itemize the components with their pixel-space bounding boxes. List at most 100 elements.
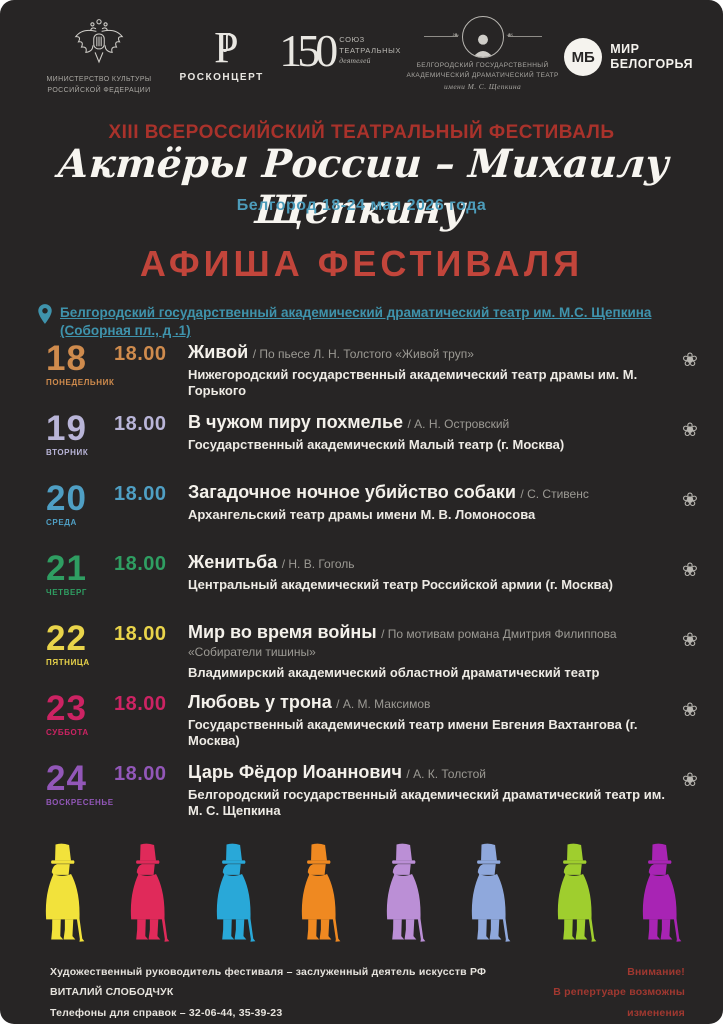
event-time: 18.00: [114, 413, 167, 435]
day-weekday: ПЯТНИЦА: [46, 658, 90, 667]
schedule-row-22: 22 ПЯТНИЦА 18.00 Мир во время войны / По…: [46, 621, 707, 691]
event-author: / С. Стивенс: [520, 487, 589, 501]
schedule-row-20: 20 СРЕДА 18.00 Загадочное ночное убийств…: [46, 481, 707, 551]
top-hat-man-silhouette-icon: [205, 839, 263, 956]
shchepkin-theatre-logo: БЕЛГОРОДСКИЙ ГОСУДАРСТВЕННЫЙ АКАДЕМИЧЕСК…: [404, 16, 562, 92]
event-author: / А. Н. Островский: [407, 417, 510, 431]
event-author: / А. М. Максимов: [336, 697, 431, 711]
event-time: 18.00: [114, 763, 167, 785]
day-weekday: СУББОТА: [46, 728, 89, 737]
event-info: Царь Фёдор Иоаннович / А. К. Толстой Бел…: [178, 761, 673, 820]
rosconcert-glyph-icon: Рʃ: [214, 23, 239, 72]
day-weekday: ВТОРНИК: [46, 448, 89, 457]
schedule-row-24: 24 ВОСКРЕСЕНЬЕ 18.00 Царь Фёдор Иоаннови…: [46, 761, 707, 831]
day-number: 23: [46, 689, 87, 728]
notice-title: Внимание!: [627, 966, 685, 978]
festival-director-line: Художественный руководитель фестиваля – …: [50, 966, 487, 999]
event-author: / Н. В. Гоголь: [281, 557, 355, 571]
shchepkin-portrait-icon: [423, 16, 542, 58]
rose-icon: ❀: [682, 350, 698, 371]
footer-credits: Художественный руководитель фестиваля – …: [50, 962, 523, 1023]
event-title: Женитьба: [188, 552, 278, 572]
event-time: 18.00: [114, 343, 167, 365]
top-hat-man-silhouette-icon: [546, 839, 604, 956]
day-column: 22 ПЯТНИЦА: [46, 621, 104, 667]
top-hat-man-silhouette-icon: [375, 839, 433, 956]
festival-name-title: Актёры России – Михаилу Щепкину: [55, 141, 671, 233]
festival-edition-title: XIII ВСЕРОССИЙСКИЙ ТЕАТРАЛЬНЫЙ ФЕСТИВАЛЬ: [108, 122, 615, 143]
day-column: 19 ВТОРНИК: [46, 411, 104, 457]
top-hat-man-silhouette-icon: [290, 839, 348, 956]
event-title: Живой: [188, 342, 249, 362]
event-info: Любовь у трона / А. М. Максимов Государс…: [178, 691, 673, 750]
event-time: 18.00: [114, 483, 167, 505]
event-info: Женитьба / Н. В. Гоголь Центральный акад…: [178, 551, 673, 593]
footer-notice: Внимание! В репертуаре возможны изменени…: [523, 962, 685, 1023]
rose-icon: ❀: [682, 490, 698, 511]
theatre-union-150-logo: 150 СОЮЗ ТЕАТРАЛЬНЫХ деятелей: [279, 28, 401, 74]
event-theatre: Государственный академический театр имен…: [188, 717, 638, 749]
notice-text: В репертуаре возможны изменения: [553, 986, 685, 1019]
poster-footer: Художественный руководитель фестиваля – …: [50, 962, 685, 1023]
rose-icon: ❀: [682, 420, 698, 441]
shchepkin-theatre-caption: БЕЛГОРОДСКИЙ ГОСУДАРСТВЕННЫЙ АКАДЕМИЧЕСК…: [406, 62, 559, 91]
schedule-row-19: 19 ВТОРНИК 18.00 В чужом пиру похмелье /…: [46, 411, 707, 481]
afisha-section-title: АФИША ФЕСТИВАЛЯ: [139, 243, 584, 284]
rosconcert-caption: РОСКОНЦЕРТ: [179, 72, 264, 83]
schedule-row-18: 18 ПОНЕДЕЛЬНИК 18.00 Живой / По пьесе Л.…: [46, 341, 707, 411]
venue-line: Белгородский государственный академическ…: [38, 304, 693, 340]
event-info: Мир во время войны / По мотивам романа Д…: [178, 621, 673, 681]
day-weekday: СРЕДА: [46, 518, 77, 527]
event-title: Царь Фёдор Иоаннович: [188, 762, 402, 782]
event-author: / По мотивам романа Дмитрия Филиппова «С…: [188, 627, 617, 659]
event-theatre: Белгородский государственный академическ…: [188, 787, 665, 819]
day-column: 24 ВОСКРЕСЕНЬЕ: [46, 759, 114, 807]
event-title: Любовь у трона: [188, 692, 332, 712]
header-logos: МИНИСТЕРСТВО КУЛЬТУРЫ РОССИЙСКОЙ ФЕДЕРАЦ…: [34, 16, 693, 120]
mir-belogorya-logo: МБ МИР БЕЛОГОРЬЯ: [564, 38, 693, 76]
event-author: / По пьесе Л. Н. Толстого «Живой труп»: [252, 347, 474, 361]
event-author: / А. К. Толстой: [406, 767, 486, 781]
rose-icon: ❀: [682, 560, 698, 581]
rose-icon: ❀: [682, 770, 698, 791]
event-theatre: Государственный академический Малый теат…: [188, 437, 565, 452]
day-number: 18: [46, 339, 87, 378]
event-title: В чужом пиру похмелье: [188, 412, 404, 432]
top-hat-man-silhouette-icon: [119, 839, 177, 956]
schedule-row-23: 23 СУББОТА 18.00 Любовь у трона / А. М. …: [46, 691, 707, 761]
event-time: 18.00: [114, 693, 167, 715]
event-info: Живой / По пьесе Л. Н. Толстого «Живой т…: [178, 341, 673, 400]
location-pin-icon: [38, 304, 52, 329]
day-weekday: ВОСКРЕСЕНЬЕ: [46, 798, 114, 807]
top-hat-man-silhouette-icon: [460, 839, 518, 956]
phones-line: Телефоны для справок – 32-06-44, 35-39-2…: [50, 1006, 283, 1019]
ministry-of-culture-logo: МИНИСТЕРСТВО КУЛЬТУРЫ РОССИЙСКОЙ ФЕДЕРАЦ…: [34, 16, 164, 96]
event-time: 18.00: [114, 623, 167, 645]
event-title: Загадочное ночное убийство собаки: [188, 482, 516, 502]
event-title: Мир во время войны: [188, 622, 377, 642]
theatre-union-caption: СОЮЗ ТЕАТРАЛЬНЫХ деятелей: [339, 34, 401, 66]
ministry-caption: МИНИСТЕРСТВО КУЛЬТУРЫ РОССИЙСКОЙ ФЕДЕРАЦ…: [46, 76, 152, 94]
top-hat-man-silhouette-icon: [631, 839, 689, 956]
day-column: 23 СУББОТА: [46, 691, 104, 737]
day-weekday: ПОНЕДЕЛЬНИК: [46, 378, 115, 387]
day-number: 20: [46, 479, 87, 518]
day-number: 19: [46, 409, 87, 448]
event-info: В чужом пиру похмелье / А. Н. Островский…: [178, 411, 673, 453]
mb-circle-icon: МБ: [564, 38, 603, 76]
day-number: 24: [46, 759, 87, 798]
top-hat-man-silhouette-icon: [34, 839, 92, 956]
day-column: 21 ЧЕТВЕРГ: [46, 551, 104, 597]
event-info: Загадочное ночное убийство собаки / С. С…: [178, 481, 673, 523]
ministry-eagle-icon: [71, 16, 127, 71]
day-column: 18 ПОНЕДЕЛЬНИК: [46, 339, 115, 387]
number-150: 150: [279, 25, 338, 76]
venue-link[interactable]: Белгородский государственный академическ…: [60, 305, 652, 339]
event-theatre: Архангельский театр драмы имени М. В. Ло…: [188, 507, 536, 522]
day-weekday: ЧЕТВЕРГ: [46, 588, 88, 597]
festival-schedule: 18 ПОНЕДЕЛЬНИК 18.00 Живой / По пьесе Л.…: [46, 341, 707, 831]
mir-belogorya-caption: МИР БЕЛОГОРЬЯ: [610, 42, 693, 71]
rosconcert-logo: Рʃ РОСКОНЦЕРТ: [167, 23, 277, 84]
event-theatre: Владимирский академический областной дра…: [188, 665, 600, 680]
